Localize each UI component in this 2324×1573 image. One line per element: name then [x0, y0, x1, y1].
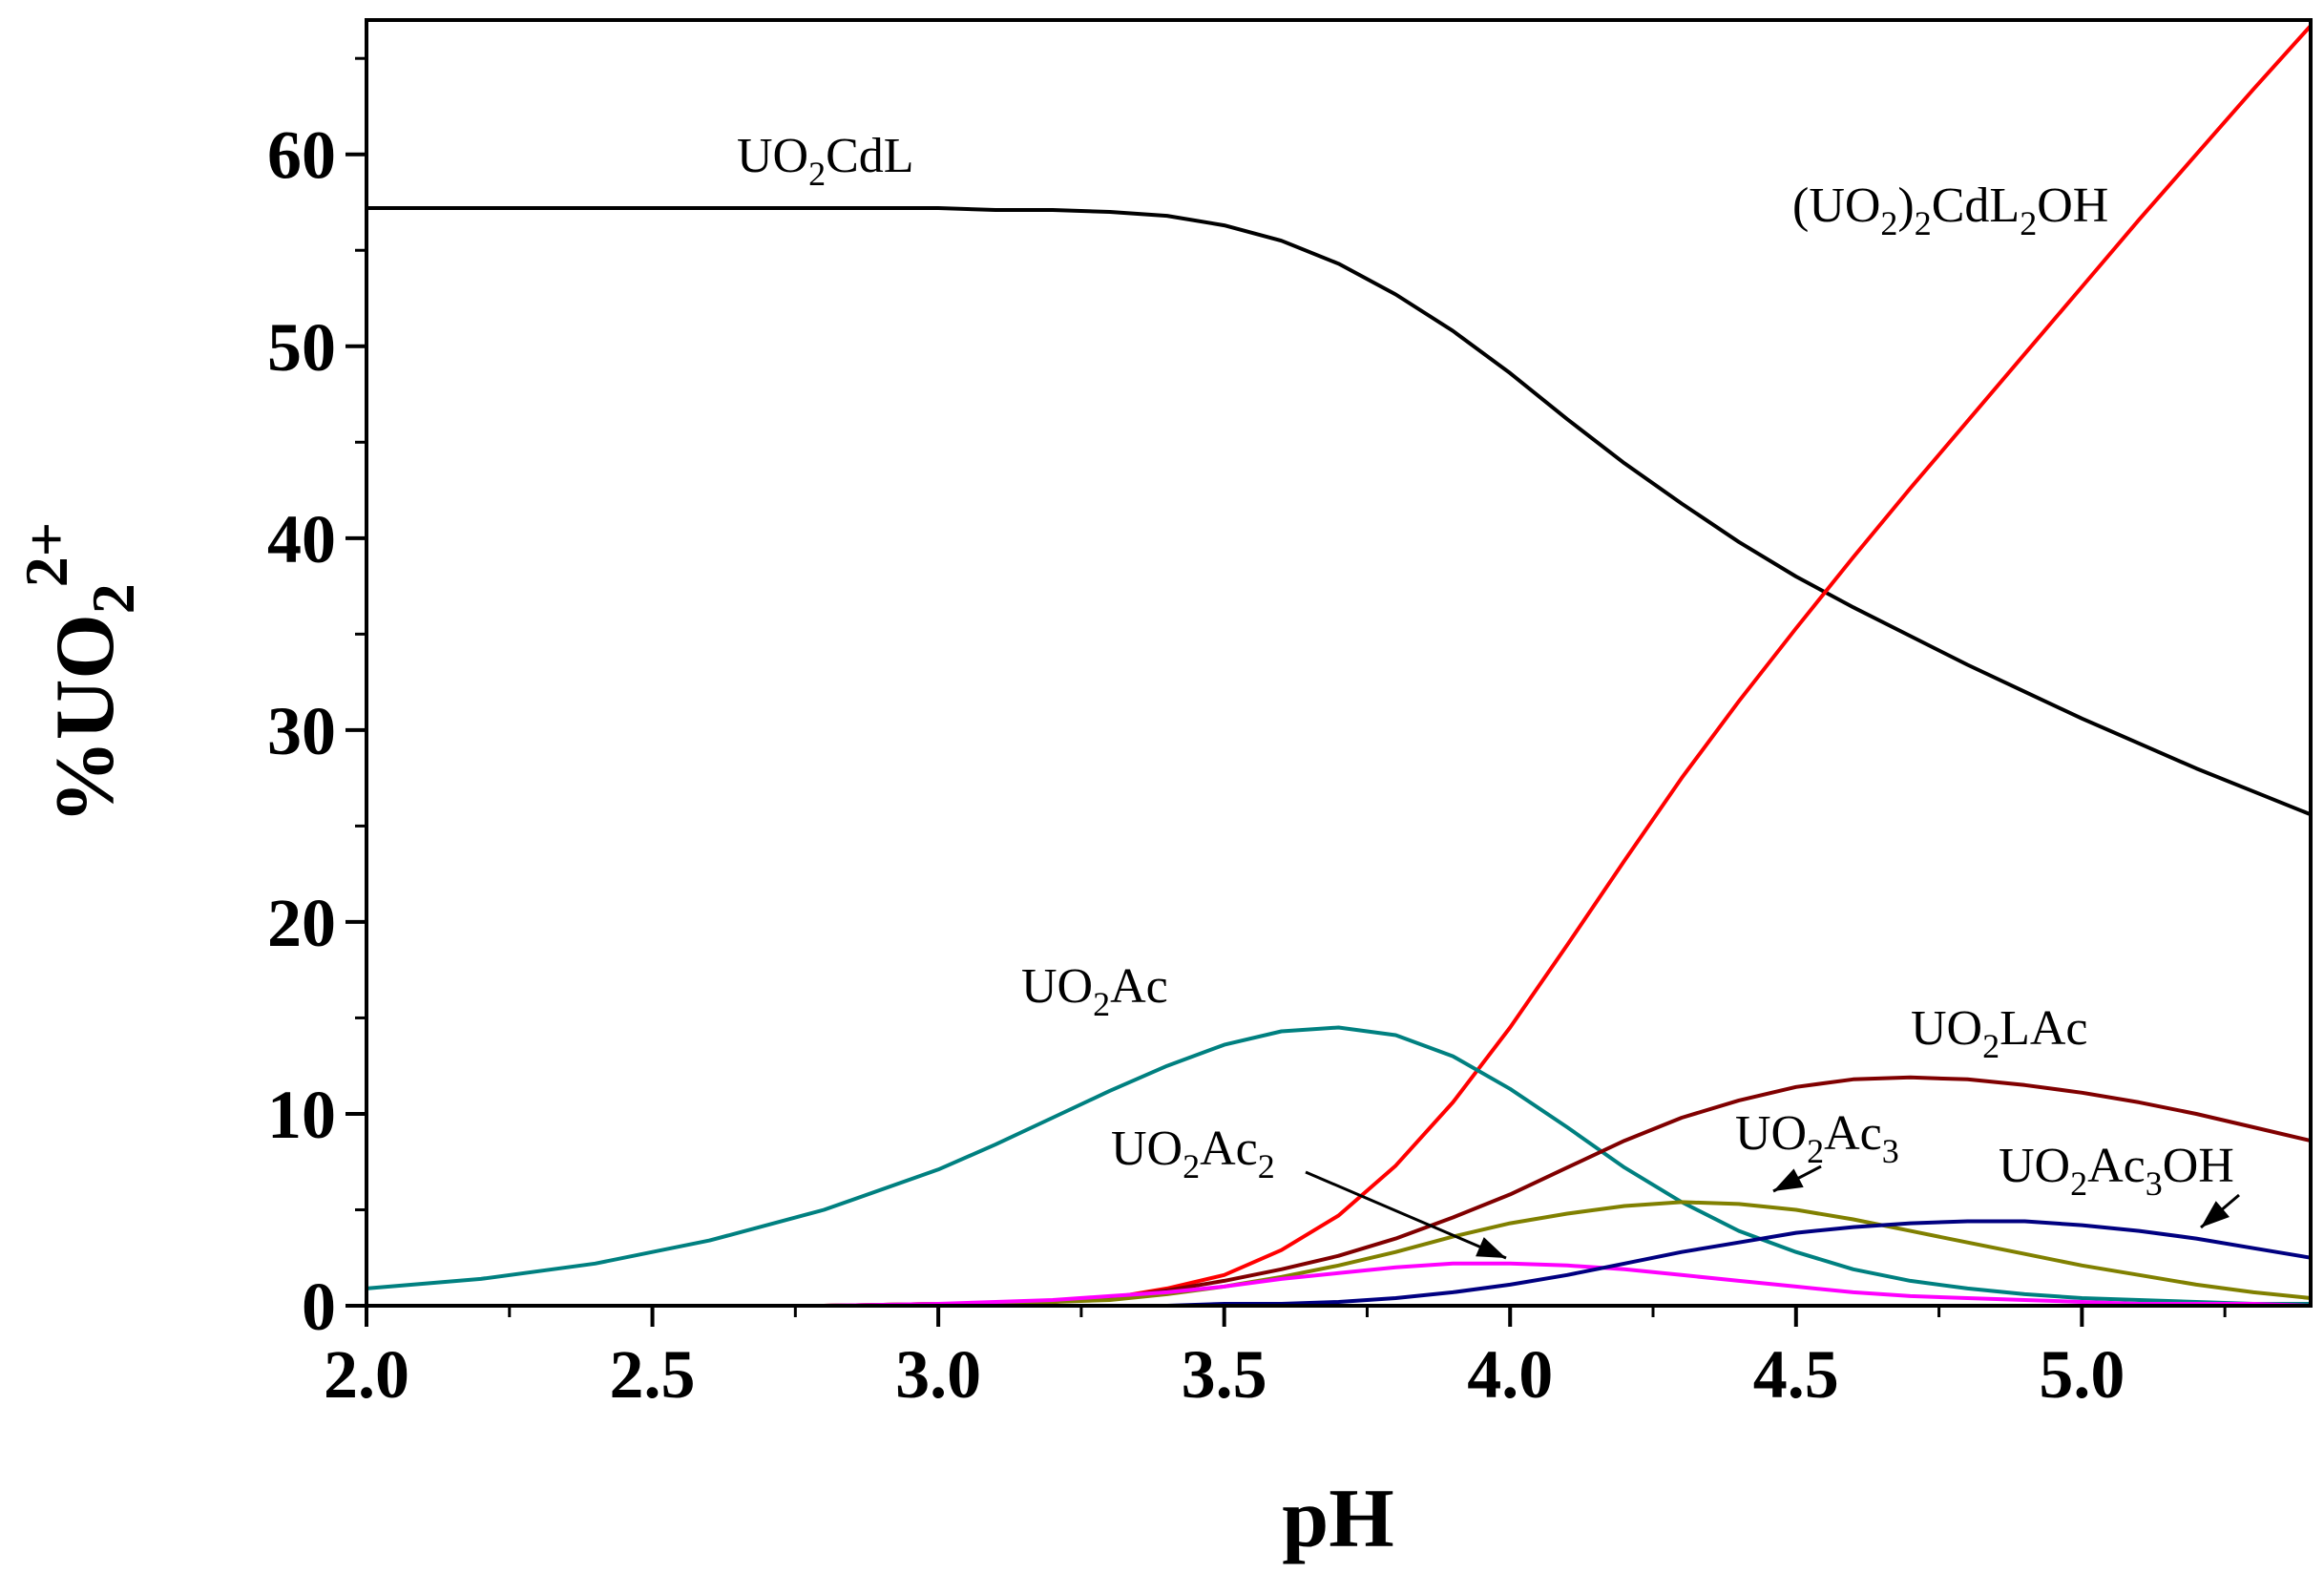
arrow-uo2ac3 [1772, 1164, 1822, 1193]
arrow-uo2ac3oh [2200, 1193, 2240, 1229]
annotation-uo22cdl2oh: (UO2)2CdL2OH [1792, 178, 2108, 242]
x-tick-label: 5.0 [2039, 1336, 2125, 1413]
x-tick-label: 3.0 [895, 1336, 981, 1413]
y-axis-title: %UO22+ [12, 522, 147, 824]
x-axis-title: pH [1282, 1473, 1393, 1565]
x-tick-label: 2.5 [610, 1336, 696, 1413]
annotation-uo2ac2: UO2Ac2 [1111, 1122, 1275, 1185]
annotation-uo2ac3oh: UO2Ac3OH [1999, 1139, 2234, 1203]
series-line-uo2cdl [366, 206, 2312, 817]
ticks-layer: 2.0 2.5 3.0 3.5 4.0 4.5 5.0 0 10 20 30 40 50 60 [267, 56, 2227, 1413]
y-tick-label: 40 [267, 501, 336, 577]
y-tick-label: 0 [302, 1269, 336, 1345]
y-tick-label: 60 [267, 117, 336, 194]
series-line-uo2ac [366, 1025, 2311, 1306]
y-tick-label: 50 [267, 309, 336, 386]
y-tick-label: 10 [267, 1077, 336, 1153]
y-axis-title-main: %UO [39, 614, 132, 824]
annotation-uo2ac3: UO2Ac3 [1735, 1106, 1899, 1170]
y-tick-label: 20 [267, 885, 336, 961]
series-line-uo2ac2 [366, 1261, 2312, 1308]
x-tick-label: 2.0 [324, 1336, 409, 1413]
x-tick-label: 3.5 [1182, 1336, 1267, 1413]
x-tick-label: 4.0 [1467, 1336, 1553, 1413]
y-tick-label: 30 [267, 693, 336, 769]
annotation-uo2lac: UO2LAc [1911, 1001, 2088, 1065]
y-axis-title-sub: 2 [79, 583, 147, 614]
annotation-uo2ac: UO2Ac [1021, 959, 1168, 1023]
plot-frame [365, 18, 2313, 1308]
y-axis-title-sup: 2+ [12, 522, 80, 587]
annotation-uo2cdl: UO2CdL [737, 129, 914, 193]
arrow-uo2ac2 [1305, 1170, 1507, 1260]
x-tick-label: 4.5 [1753, 1336, 1839, 1413]
arrows-layer [1305, 1164, 2240, 1260]
